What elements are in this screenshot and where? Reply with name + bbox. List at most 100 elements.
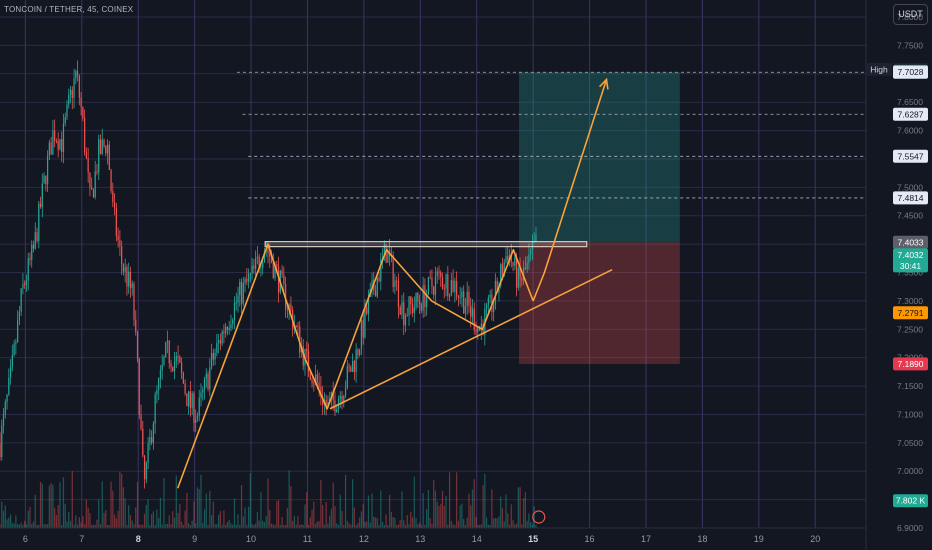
candle-body (154, 394, 156, 424)
candle-body (351, 361, 354, 372)
y-tick-label: 7.1500 (897, 381, 923, 391)
candle-body (136, 331, 139, 360)
volume-bar (265, 516, 267, 528)
y-tick-label: 7.6000 (897, 126, 923, 136)
volume-bar (188, 523, 190, 528)
candle-body (242, 283, 244, 304)
candle-body (286, 309, 288, 311)
price-label: 7.1890 (898, 359, 924, 369)
volume-bar (357, 523, 359, 528)
candle-body (457, 295, 460, 298)
candle-body (198, 397, 200, 416)
candle-body (251, 265, 253, 274)
candle-body (380, 259, 382, 282)
candle-body (448, 295, 451, 297)
volume-bar (191, 520, 193, 528)
volume-bar (168, 515, 170, 528)
candle-body (366, 306, 368, 314)
volume-bar (115, 518, 117, 528)
volume-bar (260, 492, 262, 528)
candle-body (367, 296, 370, 314)
volume-bar (263, 522, 266, 528)
volume-bar (418, 522, 421, 528)
candle-body (126, 266, 128, 287)
candle-body (443, 288, 445, 290)
volume-bar (75, 515, 77, 528)
volume-bar (366, 521, 368, 528)
volume-bar (158, 518, 160, 528)
candle-body (360, 320, 363, 350)
volume-bar (0, 524, 1, 528)
volume-bar (329, 515, 331, 528)
volume-bar (177, 512, 179, 528)
candle-body (306, 348, 308, 351)
candle-body (66, 104, 68, 118)
candle-body (473, 308, 475, 331)
candle-body (422, 285, 424, 311)
candle-body (327, 402, 329, 407)
volume-bar (480, 524, 482, 528)
symbol-title[interactable]: TONCOIN / TETHER, 45, COINEX (4, 5, 134, 14)
volume-bar (45, 524, 47, 528)
volume-bar (145, 504, 147, 528)
candle-body (357, 349, 359, 356)
candle-body (274, 264, 276, 278)
volume-bar (20, 522, 22, 528)
candle-body (180, 362, 183, 373)
volume-bar (43, 524, 45, 528)
volume-bar (205, 493, 207, 528)
volume-bar (531, 524, 534, 528)
volume-bar (279, 524, 281, 528)
candle-body (41, 183, 43, 208)
candle-body (29, 258, 31, 260)
volume-bar (25, 524, 28, 528)
volume-bar (202, 523, 204, 528)
candle-body (4, 401, 6, 415)
volume-bar (255, 523, 257, 528)
price-label-bg (893, 149, 928, 163)
volume-bar (300, 524, 303, 528)
volume-bar (413, 476, 415, 528)
candle-body (50, 142, 52, 155)
candle-body (459, 297, 461, 299)
candle-body (418, 301, 421, 305)
candle-body (440, 272, 442, 277)
volume-bar (478, 524, 481, 528)
candle-body (207, 373, 209, 390)
volume-bar (262, 520, 264, 528)
volume-bar (346, 520, 348, 528)
candle-body (68, 94, 70, 105)
candle-body (92, 189, 95, 198)
candle-body (489, 294, 491, 298)
candle-body (341, 395, 343, 403)
candle-body (184, 383, 186, 394)
y-tick-label: 7.2500 (897, 324, 923, 334)
volume-bar (281, 517, 283, 528)
candle-body (364, 306, 366, 338)
candle-body (108, 144, 110, 170)
candle-body (124, 266, 126, 272)
time-axis[interactable]: 6 7 8 9 10 11 12 13 14 15 16 17 18 19 20 (0, 527, 866, 544)
projection-arrow (532, 79, 608, 302)
volume-bar (233, 498, 236, 528)
price-label: 7.5547 (898, 151, 924, 161)
volume-bar (309, 517, 311, 528)
volume-bar (434, 490, 437, 528)
candle-body (403, 302, 405, 326)
candle-body (200, 392, 202, 398)
candle-body (232, 320, 234, 325)
x-tick-label: 15 (528, 534, 538, 544)
candle-body (71, 89, 73, 98)
candle-body (424, 285, 426, 307)
volume-bar (436, 501, 438, 528)
volume-bar (198, 489, 200, 528)
currency-button[interactable]: USDT (893, 4, 928, 25)
candle-body (112, 191, 114, 203)
candle-body (110, 169, 112, 192)
volume-bar (15, 515, 17, 528)
price-label-bg (893, 357, 928, 371)
candle-body (415, 293, 417, 308)
volume-bar (390, 511, 393, 528)
candle-body (343, 396, 345, 403)
